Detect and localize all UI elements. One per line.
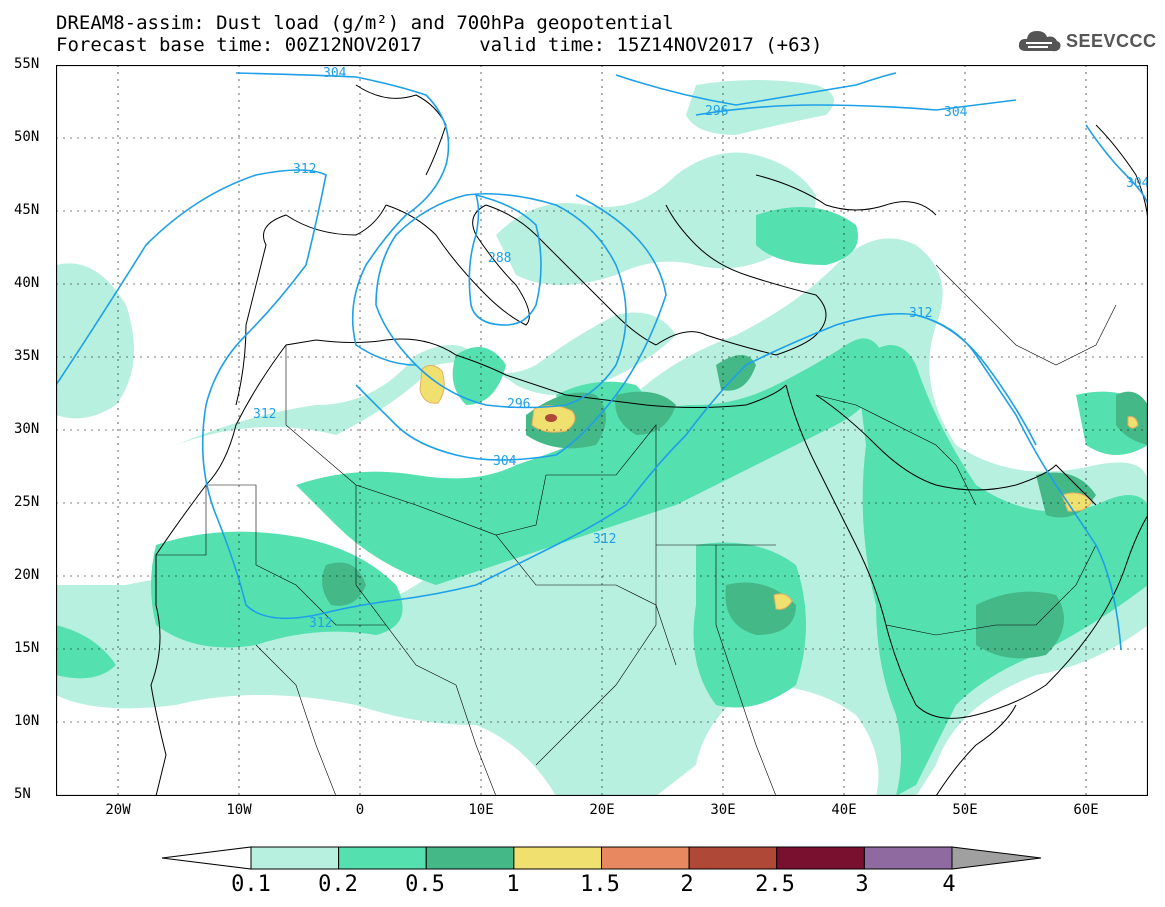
contour-312 bbox=[55, 169, 1037, 620]
lat-label: 40N bbox=[14, 275, 40, 291]
colorbar bbox=[161, 846, 1042, 870]
colorbar-bin bbox=[425, 846, 515, 870]
cloud-icon bbox=[1018, 31, 1061, 52]
map-border bbox=[55, 64, 1149, 797]
dust-shading-medium bbox=[56, 207, 1148, 796]
lat-label: 10N bbox=[14, 713, 40, 729]
lon-label: 20W bbox=[105, 802, 131, 818]
colorbar-under-arrow bbox=[161, 846, 252, 870]
colorbar-label: 3 bbox=[855, 872, 869, 897]
lat-label: 25N bbox=[14, 494, 40, 510]
forecast-time-info: Forecast base time: 00Z12NOV2017 valid t… bbox=[56, 34, 823, 56]
lat-label: 50N bbox=[14, 129, 40, 145]
graticule bbox=[56, 65, 1148, 796]
colorbar-label: 1.5 bbox=[580, 872, 620, 897]
colorbar-label: 0.5 bbox=[405, 872, 445, 897]
lon-label: 10W bbox=[226, 802, 252, 818]
lon-label: 30E bbox=[710, 802, 736, 818]
colorbar-label: 0.2 bbox=[318, 872, 358, 897]
contour-label: 304 bbox=[493, 454, 517, 469]
lat-label: 15N bbox=[14, 640, 40, 656]
colorbar-bin bbox=[338, 846, 427, 870]
geopotential-contours bbox=[55, 72, 1149, 651]
contour-304-east bbox=[695, 99, 1017, 116]
colorbar-bin bbox=[250, 846, 340, 870]
lon-label: 10E bbox=[468, 802, 494, 818]
contour-label: 312 bbox=[293, 162, 316, 177]
lon-label: 0 bbox=[355, 802, 365, 818]
contour-304-north bbox=[235, 72, 450, 366]
colorbar-bin bbox=[513, 846, 602, 870]
colorbar-over-arrow bbox=[951, 846, 1042, 870]
contour-label: 312 bbox=[253, 407, 276, 422]
lat-label: 20N bbox=[14, 567, 40, 583]
lon-label: 20E bbox=[589, 802, 615, 818]
contour-288 bbox=[468, 193, 542, 326]
colorbar-label: 2.5 bbox=[755, 872, 795, 897]
colorbar-label: 1 bbox=[506, 872, 520, 897]
contour-label: 304 bbox=[323, 66, 347, 81]
lon-label: 60E bbox=[1073, 802, 1099, 818]
lat-label: 55N bbox=[14, 56, 40, 72]
colorbar-bin bbox=[688, 846, 778, 870]
map-canvas: 304 312 288 296 304 312 312 312 296 304 … bbox=[55, 64, 1150, 797]
lat-label: 5N bbox=[14, 786, 31, 802]
contour-label: 296 bbox=[705, 104, 728, 119]
country-borders bbox=[156, 264, 1117, 797]
contour-296 bbox=[375, 192, 627, 409]
colorbar-bins bbox=[250, 846, 953, 870]
seevccc-logo: SEEVCCC bbox=[1018, 26, 1157, 56]
contour-label: 304 bbox=[944, 105, 968, 120]
colorbar-label: 0.1 bbox=[231, 872, 271, 897]
lon-label: 50E bbox=[952, 802, 978, 818]
contour-304-central bbox=[355, 194, 667, 461]
logo-text: SEEVCCC bbox=[1066, 30, 1157, 51]
lon-label: 40E bbox=[831, 802, 857, 818]
colorbar-label: 2 bbox=[680, 872, 694, 897]
contour-312-east bbox=[915, 314, 1122, 651]
contour-label: 288 bbox=[488, 251, 511, 266]
lat-label: 35N bbox=[14, 348, 40, 364]
lat-label: 45N bbox=[14, 202, 40, 218]
contour-label: 312 bbox=[593, 532, 616, 547]
contour-labels: 304 312 288 296 304 312 312 312 296 304 … bbox=[253, 66, 1150, 631]
contour-288-north bbox=[615, 72, 897, 106]
contour-label: 304 bbox=[1126, 176, 1148, 191]
colorbar-bin bbox=[601, 846, 690, 870]
dust-map: 304 312 288 296 304 312 312 312 296 304 … bbox=[55, 64, 1150, 797]
contour-label: 312 bbox=[909, 306, 932, 321]
contour-304-ne bbox=[1085, 124, 1149, 206]
colorbar-bin bbox=[863, 846, 953, 870]
lat-label: 30N bbox=[14, 421, 40, 437]
colorbar-bin bbox=[776, 846, 865, 870]
contour-label: 296 bbox=[507, 397, 530, 412]
contour-label: 312 bbox=[309, 616, 332, 631]
dust-shading-peak bbox=[545, 414, 557, 422]
colorbar-label: 4 bbox=[942, 872, 956, 897]
map-title: DREAM8-assim: Dust load (g/m²) and 700hP… bbox=[56, 12, 674, 34]
